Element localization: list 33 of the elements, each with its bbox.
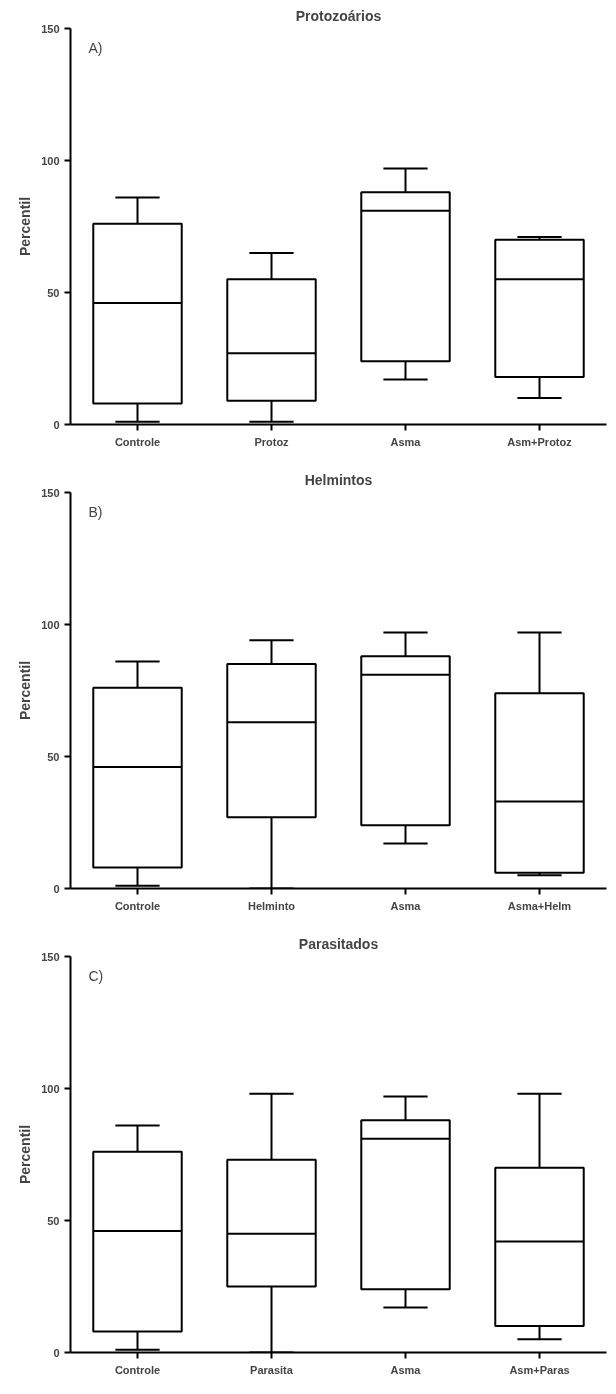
y-tick-label: 150 [41, 950, 60, 963]
y-tick-label: 0 [53, 882, 60, 895]
y-tick-label: 150 [41, 486, 60, 499]
chart-title: Protozoários [295, 7, 382, 24]
x-tick-label: Asma+Helm [507, 899, 572, 912]
x-tick-label: Helminto [247, 899, 296, 912]
y-tick-label: 150 [41, 22, 60, 35]
y-axis-title: Percentil [17, 660, 34, 721]
x-tick-label: Asma [390, 1363, 422, 1376]
x-tick-label: Asma [390, 435, 422, 448]
x-tick-label: Parasita [250, 1363, 294, 1376]
y-axis-title: Percentil [17, 1124, 34, 1185]
y-tick-label: 50 [47, 286, 60, 299]
x-tick-label: Asma [390, 899, 422, 912]
x-tick-label: Controle [114, 899, 161, 912]
y-tick-label: 100 [41, 1082, 60, 1095]
annotation: C) [88, 967, 104, 984]
y-axis-title: Percentil [17, 196, 34, 257]
annotation: A) [88, 39, 103, 56]
x-tick-label: Asm+Paras [509, 1363, 570, 1376]
y-tick-label: 0 [53, 1346, 60, 1359]
x-tick-label: Protoz [254, 435, 290, 448]
y-tick-label: 100 [41, 618, 60, 631]
x-tick-label: Controle [114, 1363, 161, 1376]
annotation: B) [88, 503, 103, 520]
chart-title: Helmintos [304, 471, 373, 488]
chart-title: Parasitados [298, 935, 379, 952]
x-tick-label: Controle [114, 435, 161, 448]
y-tick-label: 50 [47, 1214, 60, 1227]
y-tick-label: 0 [53, 418, 60, 431]
y-tick-label: 50 [47, 750, 60, 763]
y-tick-label: 100 [41, 154, 60, 167]
x-tick-label: Asm+Protoz [507, 435, 573, 448]
